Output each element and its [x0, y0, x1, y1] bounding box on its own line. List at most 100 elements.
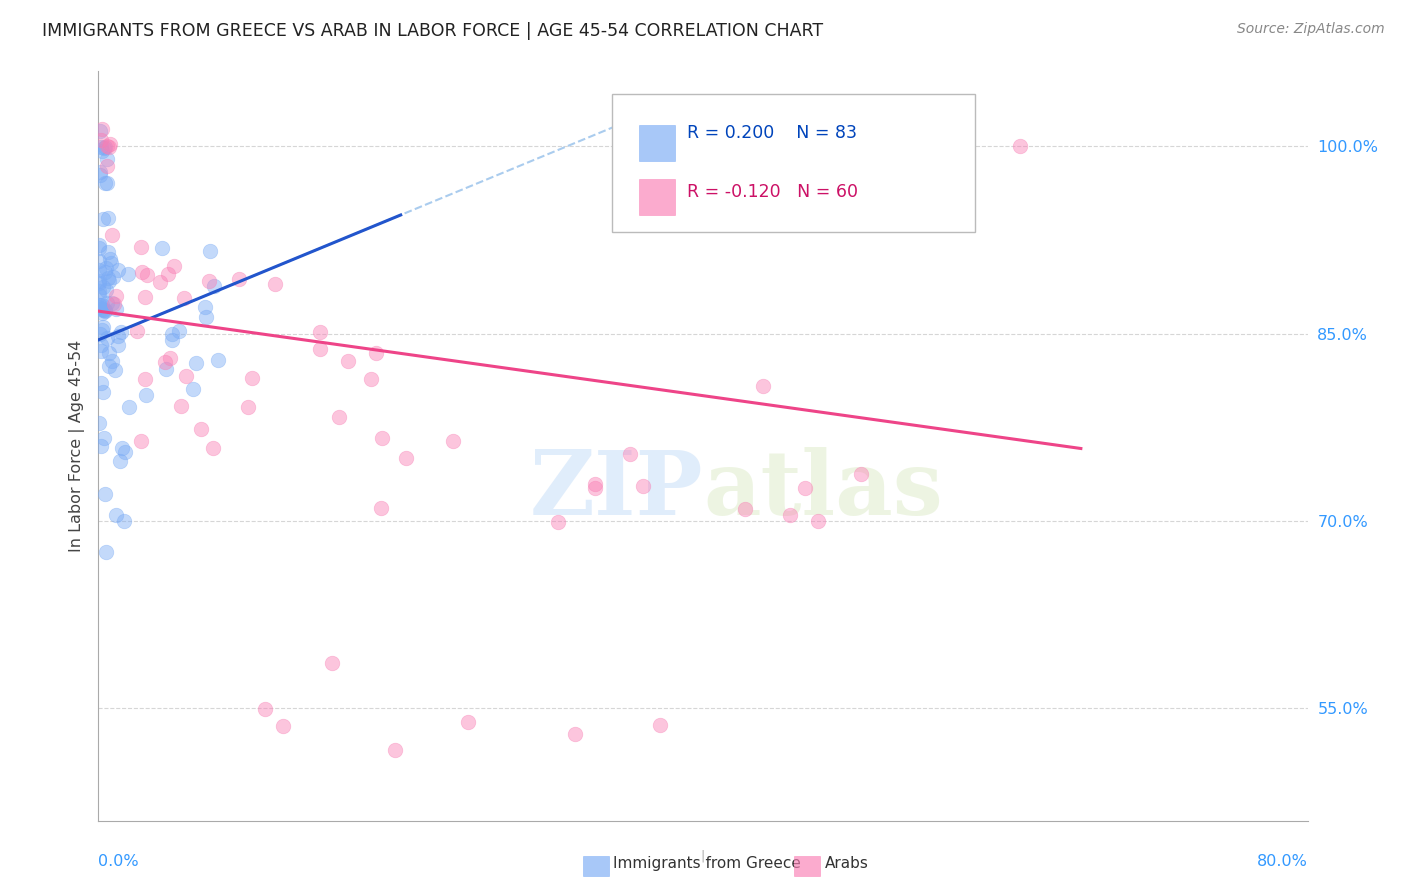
Point [155, 362, 177, 376]
Point [107, 338, 129, 352]
Point [190, 422, 212, 436]
Point [457, 714, 479, 729]
Point [308, 342, 330, 356]
Text: R = -0.120   N = 60: R = -0.120 N = 60 [688, 183, 858, 201]
Point [794, 481, 817, 495]
Point [93, 141, 115, 155]
Point [169, 324, 191, 338]
Point [87, 274, 110, 288]
Point [127, 324, 149, 338]
Text: ZIP: ZIP [530, 448, 703, 534]
Point [583, 481, 606, 495]
Point [547, 515, 569, 529]
Point [89, 253, 111, 268]
Point [97, 211, 120, 226]
Point [752, 379, 775, 393]
Point [254, 701, 277, 715]
Point [96, 159, 118, 173]
Point [150, 241, 173, 255]
Point [90, 322, 112, 336]
Point [89, 326, 111, 341]
Point [149, 275, 172, 289]
Point [236, 400, 259, 414]
Point [93, 319, 115, 334]
Point [89, 165, 111, 179]
Point [173, 291, 195, 305]
Point [228, 271, 250, 285]
Point [134, 372, 156, 386]
Point [94, 283, 117, 297]
Point [194, 300, 217, 314]
Point [360, 372, 382, 386]
Point [98, 359, 121, 373]
Point [583, 477, 606, 491]
Point [96, 139, 118, 153]
Text: atlas: atlas [703, 448, 943, 534]
Point [441, 434, 464, 449]
Point [98, 136, 121, 151]
Point [87, 242, 110, 256]
Point [90, 439, 112, 453]
Point [734, 502, 756, 516]
Point [105, 301, 128, 316]
Point [160, 333, 183, 347]
Point [89, 285, 111, 299]
Point [89, 168, 111, 182]
Text: 80.0%: 80.0% [1257, 855, 1308, 870]
Point [91, 385, 114, 400]
Point [650, 718, 672, 732]
Y-axis label: In Labor Force | Age 45-54: In Labor Force | Age 45-54 [69, 340, 84, 552]
Point [89, 263, 111, 277]
Point [94, 265, 117, 279]
Point [114, 444, 136, 458]
Point [94, 545, 117, 559]
Point [98, 274, 121, 288]
Point [131, 265, 153, 279]
Point [101, 228, 124, 243]
Point [129, 434, 152, 448]
Point [321, 657, 343, 671]
Point [108, 454, 131, 468]
Point [87, 238, 110, 252]
Point [201, 441, 224, 455]
Point [117, 268, 139, 282]
Text: |: | [700, 849, 706, 863]
Point [100, 252, 122, 266]
Point [174, 368, 197, 383]
Point [135, 387, 157, 401]
Point [107, 329, 129, 343]
Point [91, 279, 114, 293]
Point [90, 376, 112, 390]
Point [160, 327, 183, 342]
Point [337, 353, 360, 368]
Point [105, 508, 128, 522]
Point [162, 260, 184, 274]
Point [87, 287, 110, 301]
Point [104, 362, 127, 376]
Point [89, 124, 111, 138]
Text: 0.0%: 0.0% [98, 855, 139, 870]
Text: Source: ZipAtlas.com: Source: ZipAtlas.com [1237, 22, 1385, 37]
Point [89, 301, 111, 315]
Point [93, 431, 115, 445]
Point [93, 487, 115, 501]
Point [207, 352, 229, 367]
Text: Immigrants from Greece: Immigrants from Greece [613, 856, 801, 871]
Point [198, 274, 221, 288]
Point [364, 346, 387, 360]
Point [91, 121, 114, 136]
Point [169, 399, 191, 413]
Point [395, 451, 418, 466]
Point [111, 441, 134, 455]
Point [100, 353, 122, 368]
Point [96, 176, 118, 190]
Point [198, 244, 221, 259]
Point [87, 276, 110, 290]
Point [90, 337, 112, 351]
Point [98, 345, 121, 359]
Point [1010, 139, 1032, 153]
Point [91, 298, 114, 312]
Point [186, 356, 208, 370]
Point [96, 296, 118, 310]
Bar [638, 179, 675, 215]
